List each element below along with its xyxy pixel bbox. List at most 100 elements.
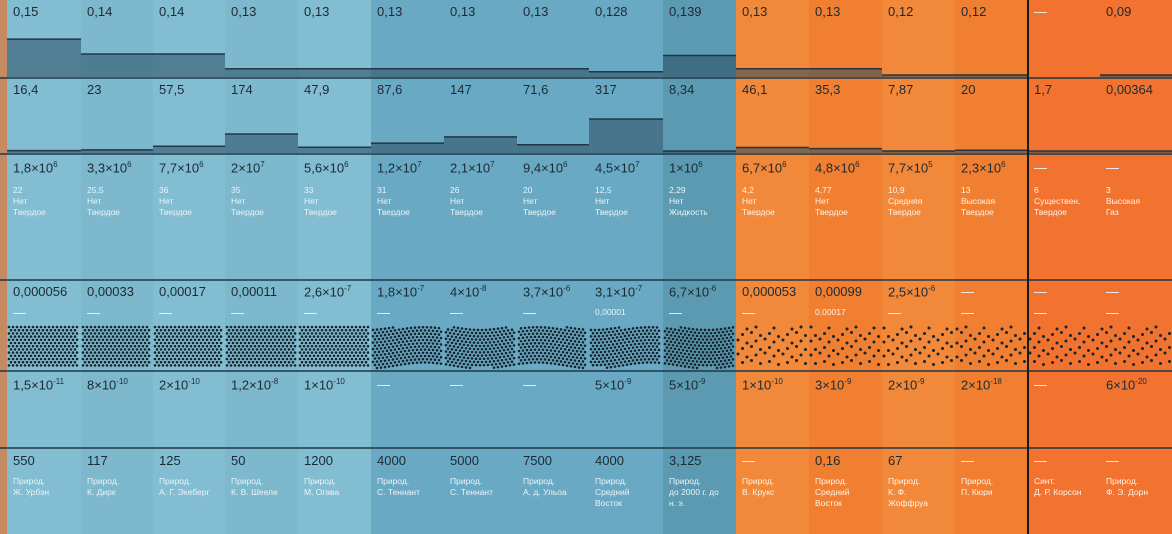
texture-dot [39,357,43,361]
property-state-value: Газ [1106,207,1119,217]
texture-dot [279,328,283,332]
property-level: Нет [13,196,27,207]
texture-dot [486,331,490,335]
texture-dot [185,332,189,335]
texture-dot [717,350,721,354]
texture-dot [535,351,539,355]
texture-dot [683,352,687,355]
texture-dot [383,333,387,337]
property-number: 2,29 [669,185,686,196]
row3-cell: 6,7×106 [742,160,787,175]
texture-dot [139,354,143,358]
texture-dot [43,364,47,367]
texture-dot [643,326,647,329]
texture-dot [462,337,466,340]
row4-sub-cell-value: — [304,305,317,320]
texture-dot [1105,359,1108,362]
texture-dot [133,332,137,335]
texture-dot [460,340,464,343]
texture-dot [306,364,310,367]
texture-dot [1042,349,1045,352]
texture-dot [55,364,59,367]
texture-dot [468,366,472,370]
texture-dot [302,344,306,348]
texture-dot [504,326,508,329]
step-bar [7,39,81,77]
texture-dot [75,325,79,329]
texture-dot [107,341,111,345]
texture-dot [1100,355,1104,359]
texture-dot [15,357,19,361]
step-bar [7,150,81,153]
texture-dot [304,335,308,338]
texture-dot [9,341,13,345]
property-state: Твердое [159,207,192,218]
texture-dot [255,354,259,358]
texture-dot [75,357,79,361]
texture-dot [159,335,163,338]
texture-dot [466,337,470,341]
texture-dot [439,355,443,359]
texture-dot [121,325,125,329]
texture-dot [129,351,133,354]
texture-dot [135,328,139,332]
column-background [736,0,809,534]
texture-dot [571,342,575,346]
texture-dot [627,327,631,331]
texture-dot [419,341,423,345]
texture-dot [565,357,569,361]
texture-dot [795,331,798,334]
texture-dot [51,357,55,361]
texture-dot [139,341,143,345]
texture-dot [308,328,312,332]
texture-dot [45,335,49,338]
texture-dot [67,364,71,367]
texture-dot [13,328,17,332]
texture-dot [649,354,653,358]
texture-dot [197,332,201,335]
texture-dot [665,352,669,356]
property-number-value: 4,77 [815,185,832,195]
texture-dot [1091,352,1095,356]
discoverer-cell-value: Д. Р. Корсон [1034,487,1082,497]
texture-dot [285,351,289,354]
texture-dot [137,344,141,348]
texture-dot [603,337,607,341]
texture-dot [219,354,223,358]
texture-dot [683,326,687,330]
texture-dot [356,335,360,338]
texture-dot [358,325,362,329]
texture-dot [187,354,191,358]
texture-dot [377,363,381,366]
texture-dot [539,338,543,342]
texture-dot [545,335,549,339]
texture-dot [1033,332,1036,335]
texture-dot [643,332,647,336]
texture-dot [653,348,657,352]
step-bar [444,68,517,77]
texture-dot [1118,337,1122,341]
texture-dot [655,351,659,355]
texture-dot [213,344,217,348]
discoverer-cell: К. Дирк [87,487,116,498]
texture-dot [117,357,121,361]
texture-dot [203,328,207,332]
texture-dot [243,348,247,351]
texture-dot [261,344,265,348]
texture-dot [326,357,330,361]
texture-dot [1123,346,1126,349]
texture-dot [371,347,375,351]
discoverer-cell: С. Теннант [450,487,493,498]
texture-dot [251,348,255,351]
texture-dot [91,335,95,338]
texture-dot [1078,346,1081,349]
texture-dot [366,338,370,342]
texture-dot [900,327,904,331]
texture-dot [407,336,411,340]
texture-dot [452,325,456,329]
texture-dot [613,326,617,330]
texture-dot [330,325,334,329]
texture-dot [157,357,161,361]
texture-dot [373,338,377,341]
texture-dot [490,344,494,347]
